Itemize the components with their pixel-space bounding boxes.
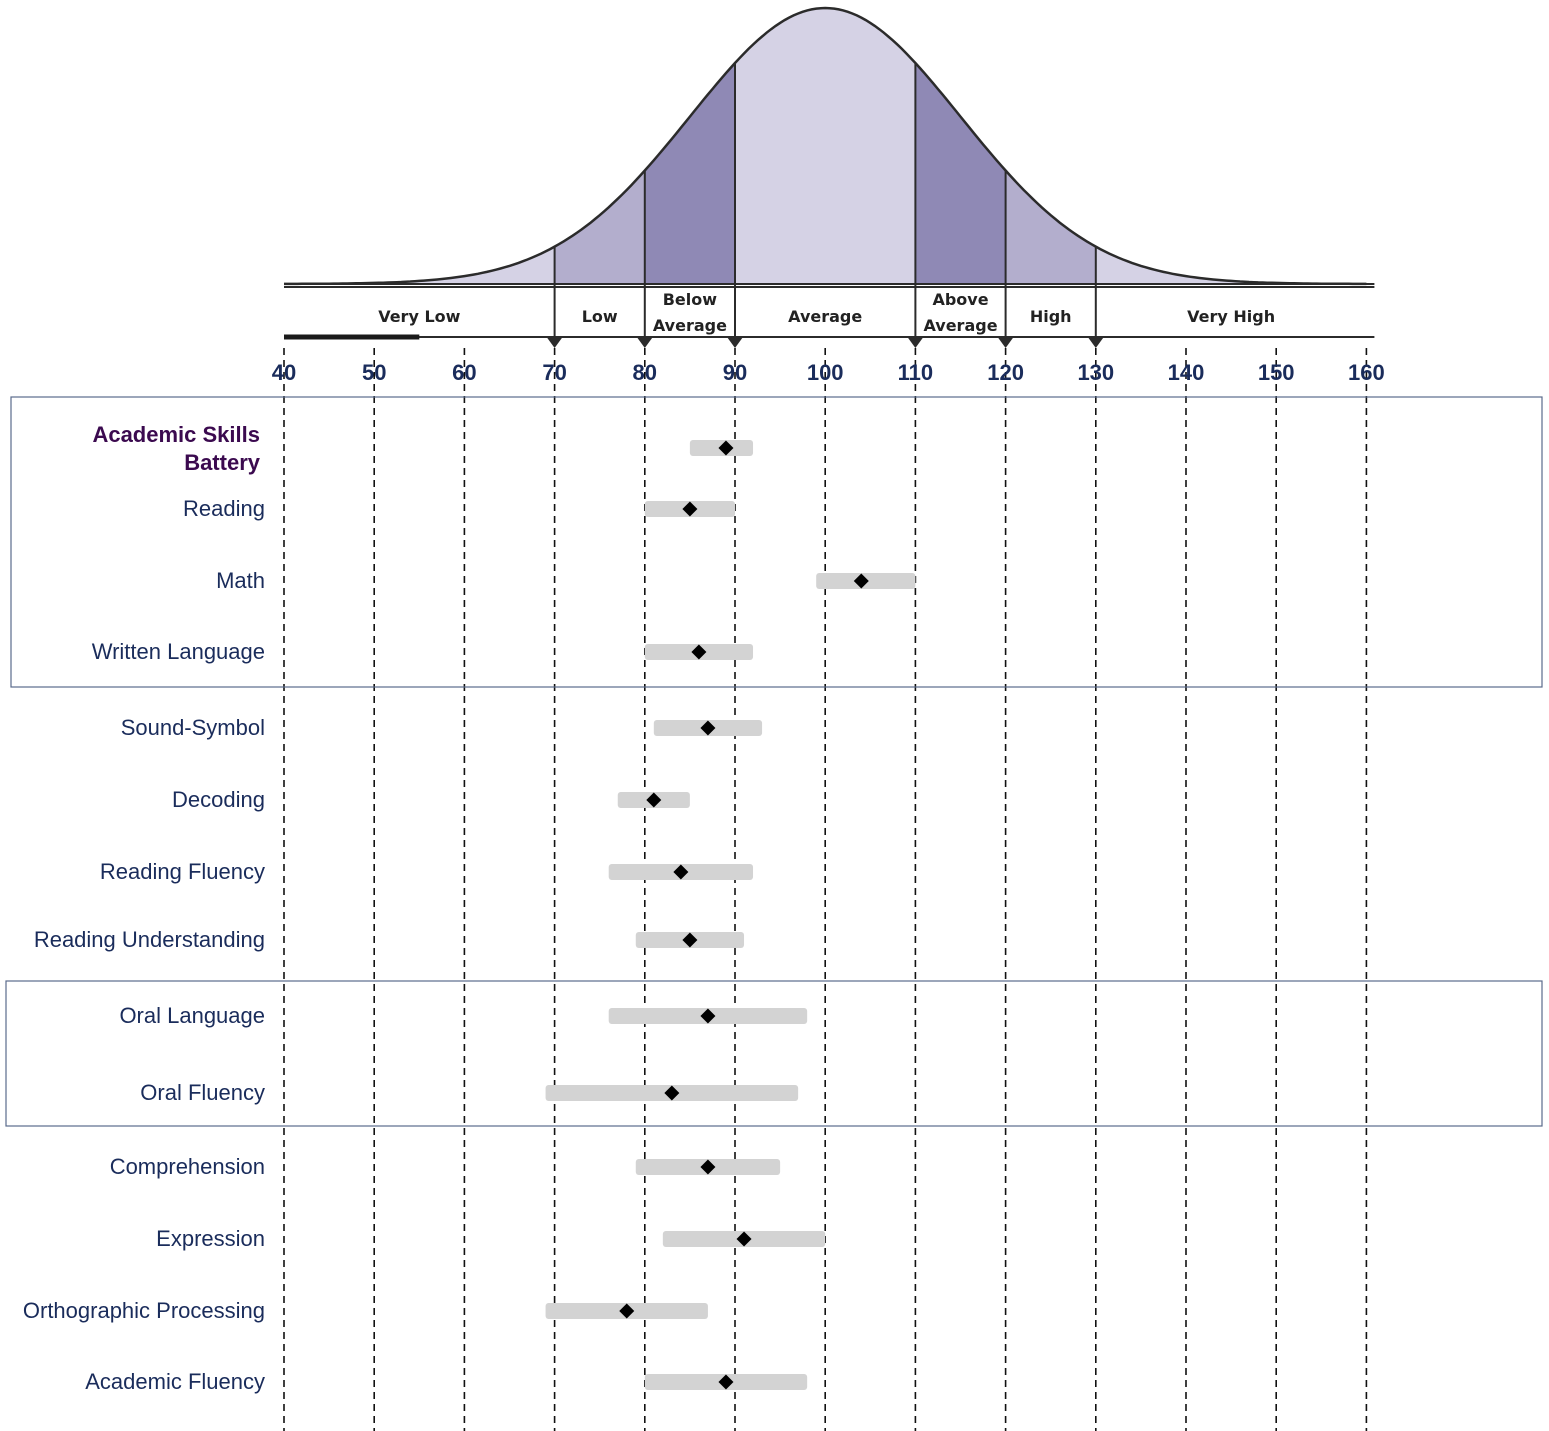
distribution-band-fills (284, 8, 1367, 284)
score-marker (718, 440, 734, 456)
row-label: Reading Understanding (34, 927, 265, 952)
band-fill-5 (1005, 170, 1096, 284)
score-row-2: Math (216, 568, 916, 593)
gridlines (283, 348, 1368, 1431)
band-fill-2 (644, 63, 735, 284)
band-marker-triangle-5 (1087, 337, 1104, 348)
score-marker (682, 501, 698, 517)
score-row-0: Academic Skills Battery (92, 422, 754, 475)
score-row-13: Academic Fluency (85, 1369, 808, 1394)
row-label: Orthographic Processing (23, 1298, 265, 1323)
score-marker (682, 932, 698, 948)
normal-curve (284, 6, 1367, 286)
group-boxes (5, 396, 1543, 1127)
score-marker (664, 1085, 680, 1101)
x-tick-label-70: 70 (542, 360, 566, 385)
score-row-3: Written Language (92, 639, 754, 664)
x-tick-label-130: 130 (1077, 360, 1114, 385)
x-tick-label-80: 80 (633, 360, 657, 385)
band-label-1-line-0: Low (582, 307, 618, 326)
row-label: Reading Fluency (100, 859, 265, 884)
x-tick-label-90: 90 (723, 360, 747, 385)
score-marker (700, 1159, 716, 1175)
score-marker (691, 644, 707, 660)
score-row-8: Oral Language (119, 1003, 808, 1028)
row-label: Math (216, 568, 265, 593)
x-tick-label-50: 50 (362, 360, 386, 385)
score-marker (736, 1231, 752, 1247)
x-tick-label-40: 40 (272, 360, 296, 385)
band-label-6-line-0: Very High (1187, 307, 1275, 326)
score-row-1: Reading (183, 496, 735, 521)
band-fill-6 (1095, 246, 1367, 284)
row-label: Written Language (92, 639, 265, 664)
group-box-1 (5, 980, 1543, 1127)
score-marker (718, 1374, 734, 1390)
row-label: Comprehension (110, 1154, 265, 1179)
band-label-2-line-0: Below (663, 290, 718, 309)
band-fill-3 (735, 8, 916, 284)
band-marker-triangle-3 (907, 337, 924, 348)
score-row-6: Reading Fluency (100, 859, 754, 884)
band-marker-triangle-0 (546, 337, 563, 348)
score-marker (619, 1303, 635, 1319)
x-tick-label-110: 110 (898, 360, 934, 385)
score-marker (673, 864, 689, 880)
band-label-5-line-0: High (1030, 307, 1072, 326)
classification-table: Very Low Low Below Average Average Above Avera… (284, 283, 1375, 348)
row-label: Oral Fluency (140, 1080, 265, 1105)
score-row-10: Comprehension (110, 1154, 781, 1179)
row-label: Oral Language (119, 1003, 265, 1028)
band-fill-0 (284, 246, 555, 284)
x-tick-label-140: 140 (1168, 360, 1205, 385)
row-label: Sound-Symbol (121, 715, 265, 740)
band-marker-triangle-1 (636, 337, 653, 348)
score-row-11: Expression (156, 1226, 826, 1251)
score-marker (700, 1008, 716, 1024)
band-fill-1 (554, 170, 645, 284)
score-marker (853, 573, 869, 589)
band-marker-triangle-4 (997, 337, 1014, 348)
band-label-4-line-1: Average (923, 316, 997, 335)
score-row-4: Sound-Symbol (121, 715, 763, 740)
score-marker (646, 792, 662, 808)
x-tick-label-160: 160 (1348, 360, 1385, 385)
distribution-band-boundaries (553, 62, 1097, 337)
group-box-0 (10, 396, 1543, 688)
x-tick-label-100: 100 (807, 360, 844, 385)
score-rows: Academic Skills Battery Reading Math Written… (23, 422, 916, 1394)
x-axis-ticks: 40 50 60 70 80 90 100 110 120 130 140 150 160 (272, 360, 1385, 385)
score-row-12: Orthographic Processing (23, 1298, 708, 1323)
x-tick-label-120: 120 (987, 360, 1024, 385)
score-row-5: Decoding (172, 787, 690, 812)
x-tick-label-60: 60 (452, 360, 476, 385)
score-row-9: Oral Fluency (140, 1080, 799, 1105)
x-tick-label-150: 150 (1258, 360, 1295, 385)
score-marker (700, 720, 716, 736)
band-label-3-line-0: Average (788, 307, 862, 326)
score-row-7: Reading Understanding (34, 927, 745, 952)
band-marker-triangle-2 (727, 337, 743, 348)
row-label: Reading (183, 496, 265, 521)
row-label: Academic Fluency (85, 1369, 265, 1394)
band-label-2-line-1: Average (653, 316, 727, 335)
row-label-line-1: Academic Skills (92, 422, 260, 447)
band-fill-4 (915, 63, 1006, 284)
row-label: Decoding (172, 787, 265, 812)
band-label-4-line-0: Above (932, 290, 988, 309)
band-label-0-line-0: Very Low (378, 307, 460, 326)
row-label: Expression (156, 1226, 265, 1251)
row-label-line-2: Battery (184, 450, 261, 475)
